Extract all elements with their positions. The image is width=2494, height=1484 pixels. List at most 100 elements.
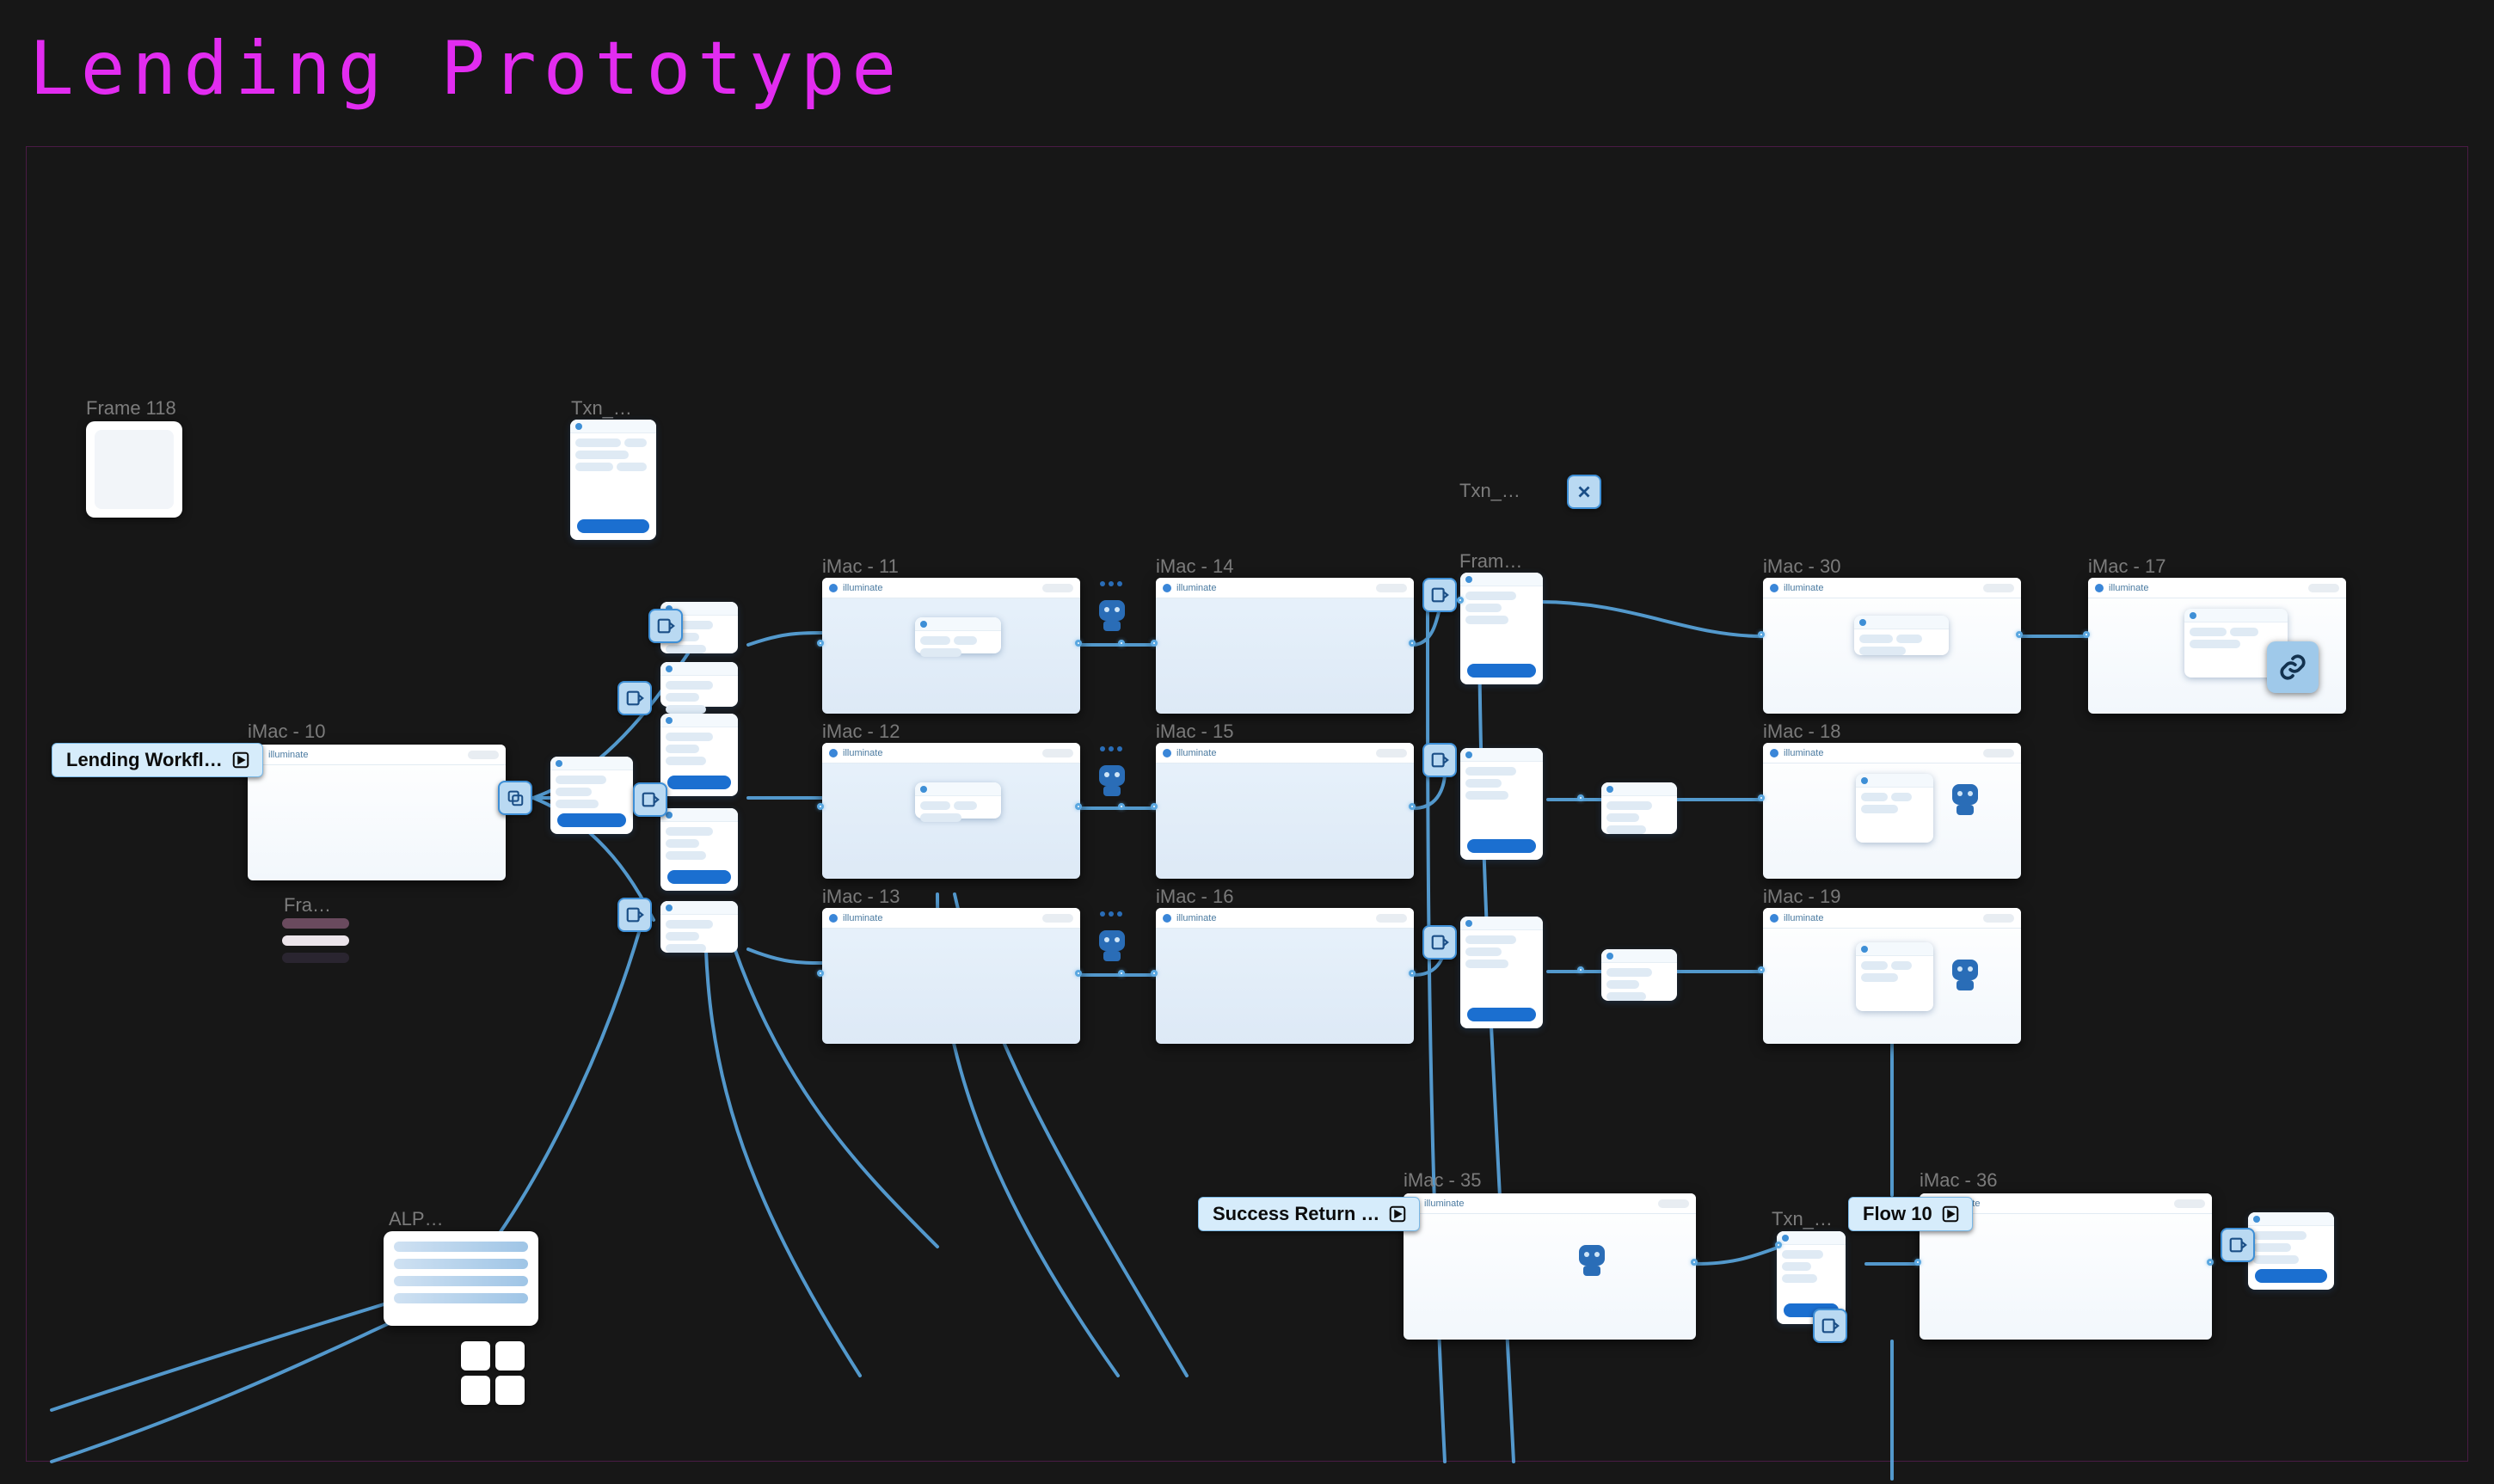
frame-label[interactable]: iMac - 15	[1156, 721, 1233, 743]
overlay-card[interactable]	[660, 662, 738, 707]
connection-node[interactable]	[1691, 1259, 1698, 1266]
color-swatches[interactable]	[282, 918, 349, 970]
interaction-badge[interactable]	[1813, 1309, 1847, 1343]
connection-node[interactable]	[1577, 794, 1584, 801]
interaction-badge[interactable]	[2221, 1228, 2255, 1262]
primary-button[interactable]	[577, 519, 649, 533]
component-thumb[interactable]	[86, 421, 182, 518]
interaction-badge[interactable]	[498, 781, 532, 815]
interaction-badge[interactable]	[1567, 475, 1601, 509]
frame-label[interactable]: iMac - 12	[822, 721, 900, 743]
connection-node[interactable]	[2083, 631, 2090, 638]
modal-card[interactable]	[1854, 616, 1949, 655]
frame-label[interactable]: iMac - 18	[1763, 721, 1840, 743]
connection-node[interactable]	[1075, 640, 1082, 647]
frame-label[interactable]: Fram…	[1459, 550, 1522, 573]
overlay-card[interactable]	[660, 714, 738, 796]
connection-node[interactable]	[1075, 803, 1082, 810]
connection-node[interactable]	[817, 970, 824, 977]
frame-label[interactable]: iMac - 17	[2088, 555, 2165, 578]
overlay-card[interactable]	[1601, 782, 1677, 834]
connection-node[interactable]	[1151, 970, 1158, 977]
connection-node[interactable]	[1118, 970, 1125, 977]
overlay-card[interactable]	[550, 757, 633, 834]
connection-node[interactable]	[817, 803, 824, 810]
interaction-badge[interactable]	[617, 898, 652, 932]
connection-node[interactable]	[2016, 631, 2023, 638]
connection-node[interactable]	[1075, 970, 1082, 977]
interaction-badge[interactable]	[1422, 578, 1457, 612]
modal-card[interactable]	[1856, 774, 1933, 843]
connection-node[interactable]	[1151, 803, 1158, 810]
frame-label[interactable]: iMac - 19	[1763, 886, 1840, 908]
frame-label[interactable]: iMac - 35	[1404, 1169, 1481, 1192]
overlay-card[interactable]	[1460, 917, 1543, 1028]
interaction-badge[interactable]	[1422, 743, 1457, 777]
connection-node[interactable]	[1409, 803, 1416, 810]
connection-node[interactable]	[1151, 640, 1158, 647]
connection-node[interactable]	[1758, 794, 1765, 801]
connection-node[interactable]	[1775, 1242, 1782, 1248]
connection-node[interactable]	[1577, 966, 1584, 973]
swatch[interactable]	[495, 1341, 525, 1371]
interaction-badge[interactable]	[648, 609, 683, 643]
interaction-badge[interactable]	[633, 782, 667, 817]
connection-node[interactable]	[817, 640, 824, 647]
connection-node[interactable]	[1758, 631, 1765, 638]
interaction-badge[interactable]	[617, 681, 652, 715]
frame-label[interactable]: Fra…	[284, 894, 331, 917]
frame-label[interactable]: iMac - 36	[1920, 1169, 1997, 1192]
overlay-card[interactable]	[1460, 748, 1543, 860]
connection-node[interactable]	[1118, 803, 1125, 810]
modal-card[interactable]	[915, 782, 1001, 819]
frame-label[interactable]: Frame 118	[86, 397, 176, 420]
frame-label[interactable]: ALP…	[389, 1208, 444, 1230]
frame-label[interactable]: iMac - 10	[248, 721, 325, 743]
swatch[interactable]	[461, 1376, 490, 1405]
connection-node[interactable]	[1409, 640, 1416, 647]
figma-canvas[interactable]: Lending Prototype Frame 118Txn_…iMac - 1…	[0, 0, 2494, 1484]
frame-label[interactable]: Txn_…	[571, 397, 632, 420]
screen-frame[interactable]: illuminate	[1156, 908, 1414, 1044]
screen-frame[interactable]: illuminate	[822, 908, 1080, 1044]
screen-frame[interactable]: illuminate	[1404, 1193, 1696, 1340]
frame-label[interactable]: iMac - 16	[1156, 886, 1233, 908]
screen-frame[interactable]: illuminate	[248, 745, 506, 880]
primary-button[interactable]	[1467, 1008, 1536, 1021]
frame-label[interactable]: iMac - 14	[1156, 555, 1233, 578]
screen-frame[interactable]: illuminate	[1156, 743, 1414, 879]
overlay-card[interactable]	[660, 901, 738, 953]
connection-node[interactable]	[1118, 640, 1125, 647]
overlay-card[interactable]	[2248, 1212, 2334, 1290]
swatch[interactable]	[461, 1341, 490, 1371]
frame-label[interactable]: iMac - 30	[1763, 555, 1840, 578]
frame-label[interactable]: Txn_…	[1772, 1208, 1833, 1230]
interaction-badge[interactable]	[1422, 925, 1457, 960]
frame-label[interactable]: iMac - 11	[822, 555, 899, 578]
connection-node[interactable]	[1914, 1259, 1921, 1266]
txn-card[interactable]	[570, 420, 656, 540]
connection-node[interactable]	[2207, 1259, 2214, 1266]
primary-button[interactable]	[1467, 839, 1536, 853]
flow-start-tag[interactable]: Lending Workfl…	[52, 743, 263, 777]
alpha-panel[interactable]	[384, 1231, 538, 1326]
overlay-card[interactable]	[1460, 573, 1543, 684]
swatch[interactable]	[495, 1376, 525, 1405]
overlay-card[interactable]	[660, 808, 738, 891]
primary-button[interactable]	[667, 776, 731, 789]
link-badge[interactable]	[2267, 641, 2319, 693]
primary-button[interactable]	[557, 813, 626, 827]
connection-node[interactable]	[1457, 597, 1464, 604]
modal-card[interactable]	[1856, 942, 1933, 1011]
connection-node[interactable]	[1409, 970, 1416, 977]
frame-label[interactable]: iMac - 13	[822, 886, 900, 908]
modal-card[interactable]	[915, 617, 1001, 653]
connection-node[interactable]	[1758, 966, 1765, 973]
overlay-card[interactable]	[1601, 949, 1677, 1001]
primary-button[interactable]	[667, 870, 731, 884]
frame-label[interactable]: Txn_…	[1459, 480, 1520, 502]
flow-start-tag[interactable]: Flow 10	[1848, 1197, 1973, 1231]
screen-frame[interactable]: illuminate	[1156, 578, 1414, 714]
flow-start-tag[interactable]: Success Return …	[1198, 1197, 1420, 1231]
primary-button[interactable]	[2255, 1269, 2327, 1283]
